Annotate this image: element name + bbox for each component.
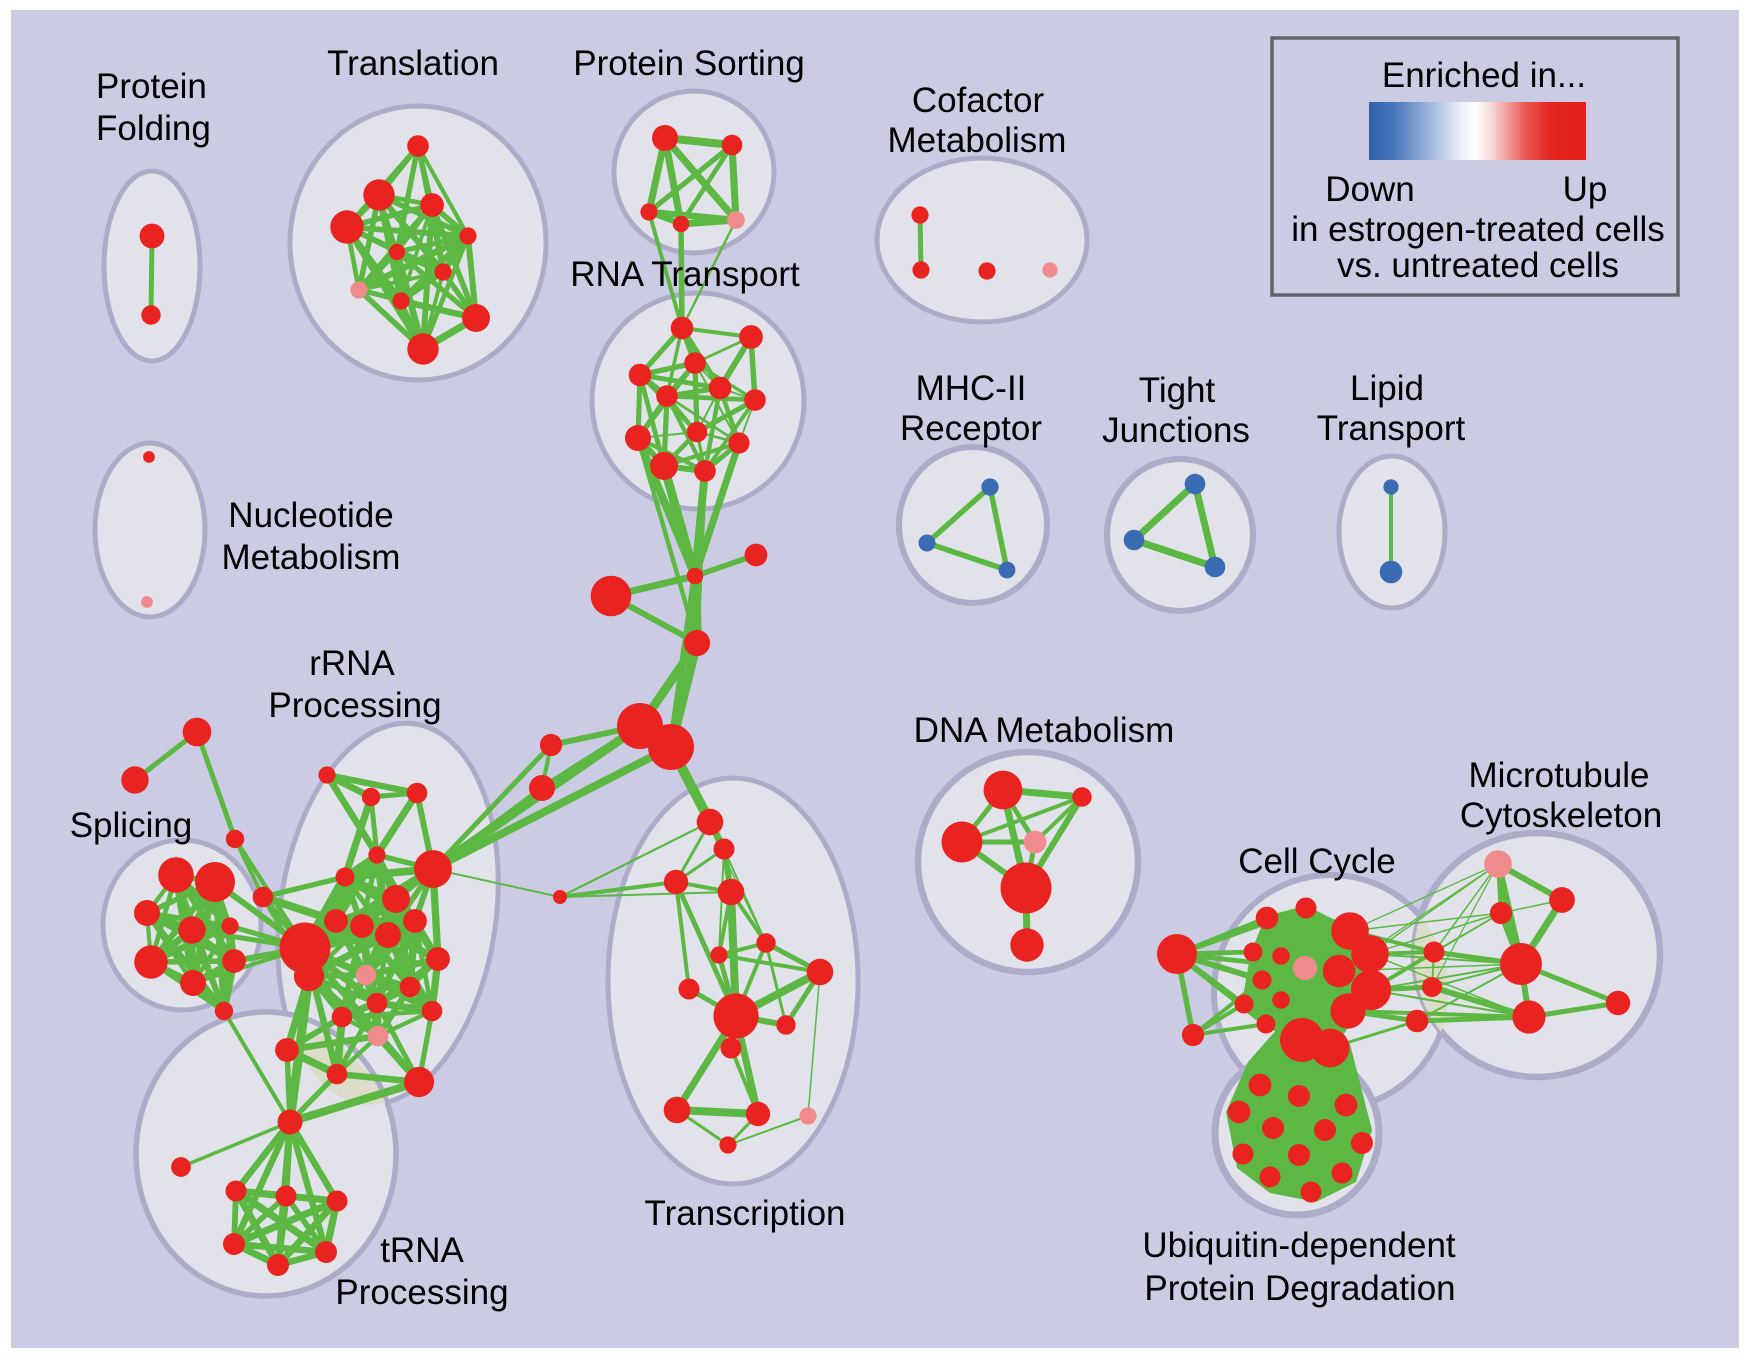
- svg-text:Metabolism: Metabolism: [222, 538, 401, 577]
- svg-text:Processing: Processing: [268, 686, 441, 725]
- svg-text:Ubiquitin-dependent: Ubiquitin-dependent: [1142, 1226, 1456, 1265]
- svg-text:vs. untreated cells: vs. untreated cells: [1337, 246, 1619, 285]
- svg-text:Receptor: Receptor: [900, 409, 1042, 448]
- svg-text:tRNA: tRNA: [380, 1231, 464, 1270]
- svg-text:Transcription: Transcription: [645, 1194, 846, 1233]
- svg-text:Protein: Protein: [96, 67, 207, 106]
- svg-text:Metabolism: Metabolism: [888, 121, 1067, 160]
- svg-text:Processing: Processing: [335, 1273, 508, 1312]
- svg-text:in estrogen-treated cells: in estrogen-treated cells: [1291, 210, 1665, 249]
- svg-text:Nucleotide: Nucleotide: [228, 496, 393, 535]
- svg-text:Protein Degradation: Protein Degradation: [1144, 1269, 1455, 1308]
- svg-text:Cofactor: Cofactor: [912, 81, 1045, 120]
- svg-text:Cell Cycle: Cell Cycle: [1238, 842, 1396, 881]
- svg-text:Splicing: Splicing: [70, 806, 193, 845]
- svg-text:Protein Sorting: Protein Sorting: [573, 44, 805, 83]
- svg-text:Tight: Tight: [1139, 371, 1216, 410]
- svg-text:Down: Down: [1325, 170, 1414, 209]
- svg-text:Folding: Folding: [96, 109, 211, 148]
- svg-text:RNA Transport: RNA Transport: [570, 255, 800, 294]
- svg-text:Junctions: Junctions: [1102, 411, 1250, 450]
- svg-text:MHC-II: MHC-II: [916, 369, 1027, 408]
- svg-text:rRNA: rRNA: [309, 644, 395, 683]
- svg-text:DNA Metabolism: DNA Metabolism: [914, 711, 1175, 750]
- svg-text:Microtubule: Microtubule: [1469, 756, 1650, 795]
- svg-text:Transport: Transport: [1317, 409, 1466, 448]
- svg-text:Enriched in...: Enriched in...: [1382, 56, 1586, 95]
- svg-text:Up: Up: [1563, 170, 1608, 209]
- svg-text:Translation: Translation: [327, 44, 499, 83]
- svg-text:Lipid: Lipid: [1350, 369, 1424, 408]
- svg-text:Cytoskeleton: Cytoskeleton: [1460, 796, 1662, 835]
